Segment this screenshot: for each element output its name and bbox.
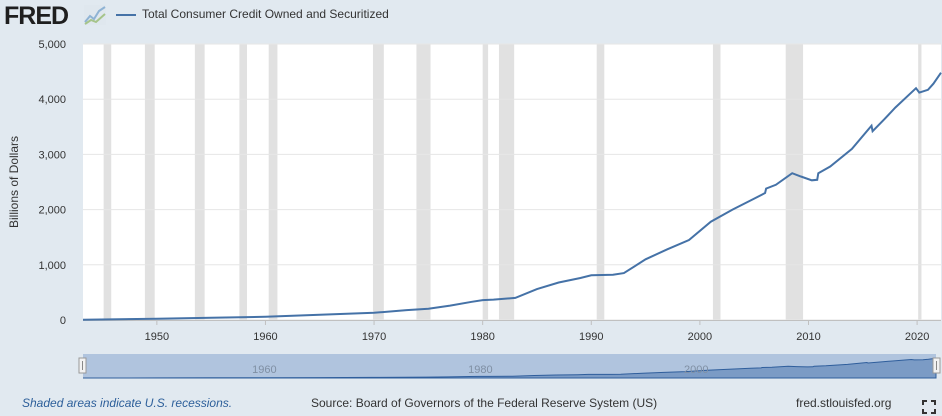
y-axis-label: Billions of Dollars — [7, 136, 21, 228]
series-line — [82, 72, 942, 321]
navigator-tick-label: 1960 — [252, 364, 276, 376]
recession-note: Shaded areas indicate U.S. recessions. — [22, 396, 233, 410]
fred-logo[interactable]: FRED — [4, 2, 69, 30]
y-tick-label: 3,000 — [38, 149, 66, 161]
x-tick-label: 1950 — [145, 331, 169, 343]
x-tick-label: 1970 — [362, 331, 386, 343]
y-tick-label: 5,000 — [38, 39, 66, 51]
range-navigator[interactable]: 1960 1980 2000 — [0, 352, 942, 382]
x-axis: 1950 1960 1970 1980 1990 2000 2010 2020 — [83, 320, 941, 343]
recession-band — [416, 44, 431, 320]
recession-band — [712, 44, 721, 320]
source-text: Source: Board of Governors of the Federa… — [311, 396, 658, 410]
recession-band — [596, 44, 605, 320]
x-tick-label: 2010 — [796, 331, 820, 343]
graph-line-icon — [84, 5, 106, 25]
recession-band — [498, 44, 515, 320]
x-tick-label: 1980 — [470, 331, 494, 343]
y-tick-label: 0 — [60, 315, 66, 327]
y-axis: 0 1,000 2,000 3,000 4,000 5,000 — [38, 39, 66, 327]
recession-band — [239, 44, 247, 320]
recession-shading — [103, 44, 922, 320]
x-tick-label: 2000 — [688, 331, 712, 343]
recession-band — [144, 44, 155, 320]
recession-band — [918, 44, 922, 320]
legend-swatch — [116, 14, 136, 16]
navigator-line — [82, 357, 937, 379]
recession-band — [482, 44, 489, 320]
chart-header: FRED Total Consumer Credit Owned and Sec… — [0, 0, 942, 34]
recession-band — [268, 44, 278, 320]
recession-band — [103, 44, 112, 320]
recession-band — [785, 44, 804, 320]
x-tick-label: 1990 — [579, 331, 603, 343]
y-tick-label: 1,000 — [38, 260, 66, 272]
navigator-ticks: 1960 1980 2000 — [252, 364, 708, 376]
x-tick-label: 1960 — [253, 331, 277, 343]
recession-band — [194, 44, 205, 320]
navigator-tick-label: 2000 — [684, 364, 708, 376]
x-tick-label: 2020 — [905, 331, 929, 343]
y-tick-label: 2,000 — [38, 205, 66, 217]
navigator-tick-label: 1980 — [468, 364, 492, 376]
fullscreen-icon[interactable] — [922, 400, 936, 414]
site-link[interactable]: fred.stlouisfed.org — [796, 396, 892, 410]
legend-label: Total Consumer Credit Owned and Securiti… — [142, 7, 389, 21]
recession-band — [372, 44, 384, 320]
y-tick-label: 4,000 — [38, 94, 66, 106]
